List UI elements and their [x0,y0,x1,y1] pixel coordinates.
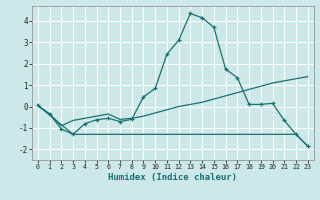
X-axis label: Humidex (Indice chaleur): Humidex (Indice chaleur) [108,173,237,182]
